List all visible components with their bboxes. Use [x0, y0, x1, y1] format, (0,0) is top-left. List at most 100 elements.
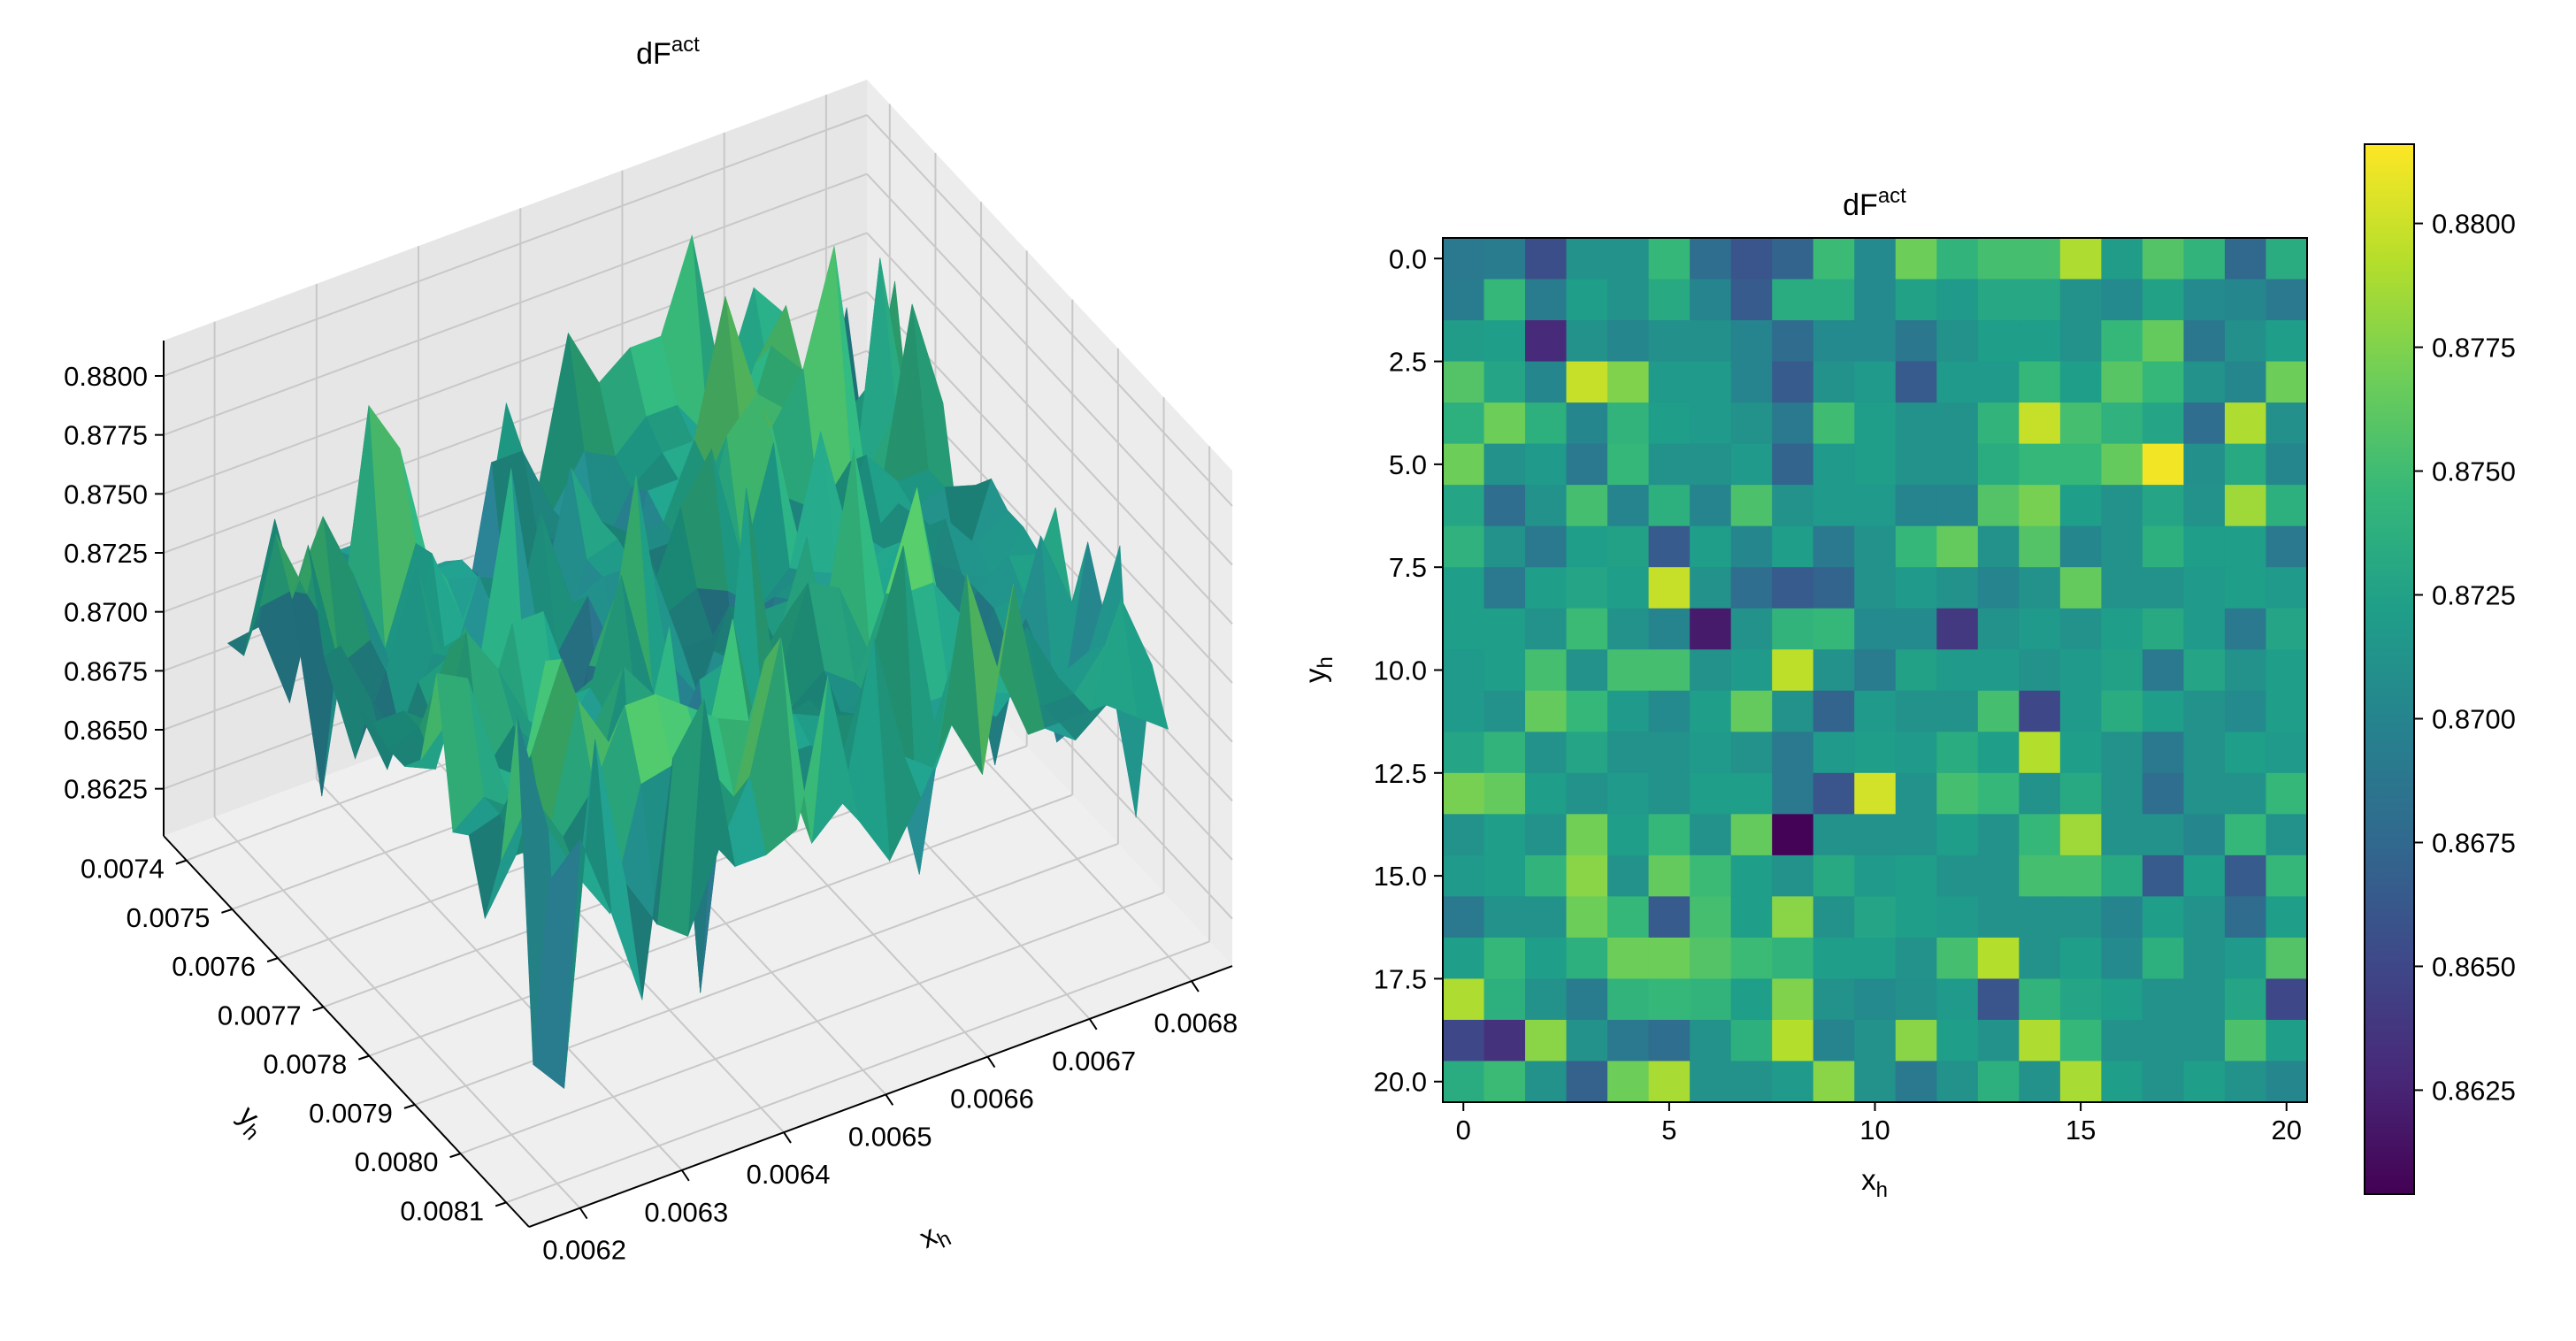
heatmap-cell [2142, 690, 2185, 732]
heatmap-cell [1525, 443, 1568, 486]
heatmap-cell [1648, 732, 1690, 774]
heatmap-cell [1854, 814, 1897, 856]
heatmap-cell [1525, 732, 1568, 774]
heatmap-cell [1690, 1019, 1732, 1062]
heatmap-cell [1690, 690, 1732, 732]
y-tick-label: 0.0076 [172, 951, 256, 982]
heatmap-cell [2224, 1061, 2267, 1103]
heatmap-cell [2142, 402, 2185, 445]
colorbar-tick-label: 0.8625 [2432, 1075, 2516, 1106]
heatmap-cell [1977, 1019, 2020, 1062]
heatmap-cell [1443, 443, 1485, 486]
colorbar-tick-label: 0.8800 [2432, 209, 2516, 240]
heatmap-cell [1566, 649, 1608, 692]
heatmap-cell [1648, 485, 1690, 527]
heatmap-cell [1772, 402, 1814, 445]
heatmap-cell [2101, 732, 2143, 774]
heatmap-cell [1648, 443, 1690, 486]
heatmap-cell [1566, 608, 1608, 650]
heatmap-cell [2101, 361, 2143, 403]
heatmap-cell [1443, 1019, 1485, 1062]
heatmap-cell [2059, 649, 2102, 692]
heatmap-cell [2142, 854, 2185, 897]
x-tick-label: 0.0067 [1052, 1046, 1136, 1077]
heatmap-cell [1690, 896, 1732, 939]
y-tick [494, 1201, 507, 1207]
heatmap-cell [2019, 937, 2061, 980]
x-tick [783, 1131, 792, 1144]
heatmap-cell [1648, 402, 1690, 445]
heatmap-cell [1443, 690, 1485, 732]
heatmap-cell [2183, 567, 2226, 609]
y-tick-label: 0.0075 [126, 902, 211, 933]
heatmap-cell [2019, 896, 2061, 939]
heatmap-cell [1813, 814, 1855, 856]
heatmap-cell [1648, 1019, 1690, 1062]
heatmap-cell [1936, 525, 1979, 568]
heatmap-cell [1525, 525, 1568, 568]
heatmap-cell [2266, 238, 2308, 280]
z-tick-label: 0.8750 [64, 479, 148, 510]
heatmap-cell [2142, 567, 2185, 609]
heatmap-cell [2059, 1019, 2102, 1062]
grid-z-right [866, 114, 1233, 507]
heatmap-cell [2019, 238, 2061, 280]
heatmap-cell [1443, 320, 1485, 363]
heatmap-cell [2019, 525, 2061, 568]
heatmap-cell [1813, 690, 1855, 732]
heatmap-cell [1607, 690, 1650, 732]
heatmap-cell [1484, 814, 1526, 856]
heatmap-cell [2101, 485, 2143, 527]
heatmap-cell [2142, 1019, 2185, 1062]
heatmap-cell [1895, 320, 1937, 363]
heatmap-plot: 0 5 10 15 20 0.0 2.5 5.0 7.5 10.0 12.5 15.0 17.5 20.0… [1299, 184, 2308, 1202]
surface-mesh [226, 234, 1169, 1090]
heatmap-cell [2224, 896, 2267, 939]
heatmap-cell [1607, 608, 1650, 650]
heatmap-cell [2019, 814, 2061, 856]
z-tick-label: 0.8725 [64, 538, 148, 569]
heatmap-cell [1443, 567, 1485, 609]
heatmap-ticks: 0 5 10 15 20 0.0 2.5 5.0 7.5 10.0 12.5 15.0 17.5 20.0 [1374, 243, 2302, 1146]
heatmap-cell [1936, 485, 1979, 527]
heatmap-cell [2183, 814, 2226, 856]
heatmap-cell [1648, 978, 1690, 1021]
heatmap-cell [1895, 978, 1937, 1021]
grid-y-floor [505, 940, 1210, 1204]
heatmap-cell [2266, 485, 2308, 527]
heatmap-cell [1854, 896, 1897, 939]
heatmap-cell [2224, 238, 2267, 280]
heatmap-cell [1772, 937, 1814, 980]
heatmap-cell [2059, 896, 2102, 939]
heatmap-cell [1813, 443, 1855, 486]
heatmap-cell [1854, 1061, 1897, 1103]
heatmap-cell [2224, 772, 2267, 815]
heatmap-cell [1443, 279, 1485, 321]
heatmap-cell [1772, 320, 1814, 363]
heatmap-cell [2019, 485, 2061, 527]
heatmap-cell [1443, 402, 1485, 445]
heatmap-cell [1854, 361, 1897, 403]
heatmap-cell [2183, 772, 2226, 815]
heatmap-cell [1730, 690, 1773, 732]
heatmap-cell [1648, 567, 1690, 609]
heatmap-ytick-label: 0.0 [1389, 243, 1427, 274]
heatmap-cell [1772, 443, 1814, 486]
heatmap-cell [1525, 690, 1568, 732]
heatmap-cell [1566, 279, 1608, 321]
heatmap-cell [1730, 402, 1773, 445]
y-tick [312, 1006, 325, 1012]
heatmap-cell [1813, 772, 1855, 815]
heatmap-cell [2266, 978, 2308, 1021]
heatmap-cell [2266, 402, 2308, 445]
heatmap-cell [1730, 937, 1773, 980]
heatmap-cell [1854, 525, 1897, 568]
heatmap-cell [1772, 649, 1814, 692]
heatmap-cell [2142, 896, 2185, 939]
heatmap-cell [1977, 567, 2020, 609]
heatmap-cell [1443, 608, 1485, 650]
grid-y-floor [460, 892, 1164, 1155]
heatmap-cell [1730, 978, 1773, 1021]
heatmap-cell [2101, 649, 2143, 692]
heatmap-cell [1484, 238, 1526, 280]
